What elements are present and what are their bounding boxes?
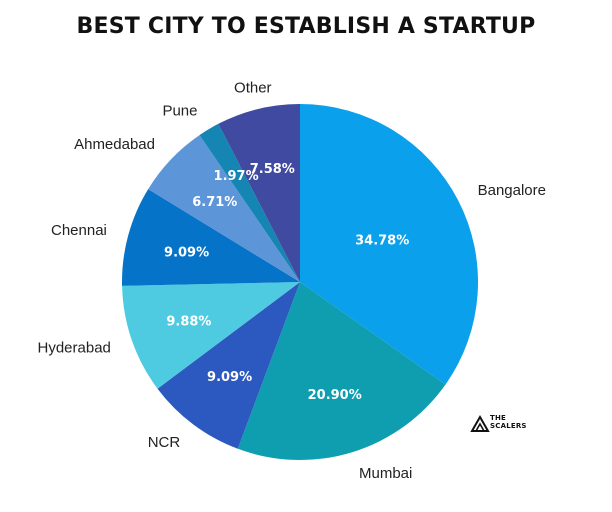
- scalers-logo-icon: [470, 414, 490, 432]
- percent-label-other: 7.58%: [250, 162, 295, 177]
- scalers-logo: THE SCALERS: [470, 412, 534, 436]
- percent-labels: 34.78% 20.90% 9.09% 9.88% 9.09% 6.71% 1.97%7.5…: [164, 162, 409, 403]
- category-label-chennai: Chennai: [51, 222, 107, 239]
- slice-chennai: [121, 189, 301, 286]
- category-label-ahmedabad: Ahmedabad: [74, 136, 155, 153]
- percent-label-pune: 1.97%: [214, 169, 259, 184]
- logo-line-2: SCALERS: [490, 422, 527, 430]
- slice-mumbai: [237, 282, 446, 460]
- pie-slices: [121, 104, 479, 460]
- slice-bangalore: [300, 104, 479, 385]
- percent-label-bangalore: 34.78%: [355, 233, 409, 248]
- percent-label-hyderabad: 9.88%: [166, 314, 211, 329]
- category-label-pune: Pune: [162, 102, 197, 119]
- category-label-ncr: NCR: [148, 434, 181, 451]
- category-labels: Bangalore Mumbai NCR Hyderabad Chennai Ahmeda…: [38, 80, 546, 483]
- percent-label-mumbai: 20.90%: [308, 388, 362, 403]
- slice-other: [218, 104, 300, 282]
- percent-label-ahmedabad: 6.71%: [192, 195, 237, 210]
- slice-hyderabad: [122, 282, 300, 389]
- logo-line-1: THE: [490, 414, 507, 422]
- slice-ahmedabad: [148, 135, 300, 282]
- category-label-mumbai: Mumbai: [359, 465, 412, 482]
- category-label-bangalore: Bangalore: [478, 182, 546, 199]
- slice-pune: [199, 123, 300, 282]
- percent-label-chennai: 9.09%: [164, 245, 209, 260]
- percent-label-ncr: 9.09%: [207, 370, 252, 385]
- category-label-other: Other: [234, 80, 272, 97]
- chart-title: BEST CITY TO ESTABLISH A STARTUP: [76, 14, 536, 39]
- slice-ncr: [157, 282, 300, 449]
- category-label-hyderabad: Hyderabad: [38, 339, 111, 356]
